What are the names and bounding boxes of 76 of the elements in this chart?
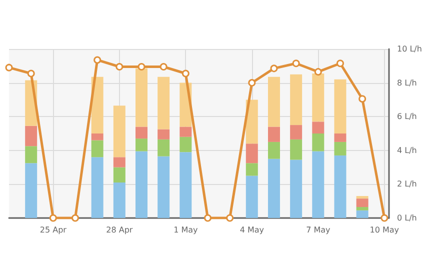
bar	[91, 76, 104, 134]
bar	[158, 139, 170, 156]
x-tick-label: 25 Apr	[40, 226, 68, 234]
bar	[158, 129, 170, 140]
y-tick-label: 10 L/h	[397, 44, 422, 54]
x-tick-label: 1 May	[174, 226, 198, 234]
y-tick-label: 6 L/h	[397, 112, 417, 122]
point	[72, 214, 79, 222]
bar	[312, 134, 324, 152]
point	[5, 64, 13, 72]
point	[94, 56, 102, 64]
bar	[180, 126, 192, 137]
bar	[290, 125, 302, 140]
bar	[268, 76, 280, 127]
point	[49, 214, 57, 222]
y-tick-label: 2 L/h	[397, 180, 417, 189]
bar	[158, 76, 170, 130]
bar	[135, 138, 148, 152]
point	[204, 214, 212, 222]
bar	[334, 155, 346, 218]
bar	[334, 79, 346, 134]
bar	[246, 144, 258, 164]
point	[248, 79, 256, 87]
point	[358, 95, 366, 103]
bar	[268, 142, 280, 159]
point	[138, 62, 146, 70]
bar	[356, 207, 368, 210]
point	[182, 70, 190, 78]
bar	[25, 146, 38, 164]
bar	[91, 157, 104, 218]
bar	[268, 126, 280, 142]
bar	[290, 160, 302, 218]
bar	[180, 136, 192, 152]
bar	[25, 126, 38, 146]
bar	[268, 158, 280, 218]
bar	[290, 74, 302, 126]
bar	[356, 210, 368, 218]
point	[116, 62, 124, 70]
bar	[356, 198, 368, 208]
point	[314, 68, 322, 76]
bar	[135, 126, 148, 139]
point	[336, 60, 344, 68]
point	[270, 64, 278, 72]
bar	[334, 142, 346, 156]
x-tick-label: 7 May	[306, 226, 331, 234]
bar	[312, 74, 324, 122]
bar	[356, 196, 368, 199]
bar	[312, 151, 324, 218]
bar	[180, 152, 192, 218]
bar	[246, 100, 258, 144]
point	[292, 60, 300, 68]
y-tick-label: 4 L/h	[397, 146, 417, 155]
bar	[135, 151, 148, 218]
bar	[113, 167, 126, 183]
point	[226, 214, 234, 222]
bar	[91, 134, 104, 140]
point	[27, 70, 35, 78]
y-tick-label: 0 L/h	[397, 214, 417, 222]
y-tick-label: 8 L/h	[397, 78, 417, 88]
x-tick-label: 10 May	[370, 226, 400, 234]
bar	[135, 68, 148, 127]
x-tick-label: 4 May	[240, 226, 264, 234]
x-tick-label: 28 Apr	[106, 226, 134, 234]
bar	[246, 163, 258, 176]
bar	[113, 106, 126, 158]
bar	[25, 163, 38, 218]
bar	[312, 122, 324, 134]
bar	[113, 182, 126, 218]
point	[160, 62, 168, 70]
bar	[334, 134, 346, 142]
bar	[158, 156, 170, 218]
bar	[91, 140, 104, 158]
bar	[246, 176, 258, 218]
bar	[113, 157, 126, 168]
bar	[290, 139, 302, 160]
point	[380, 214, 388, 222]
